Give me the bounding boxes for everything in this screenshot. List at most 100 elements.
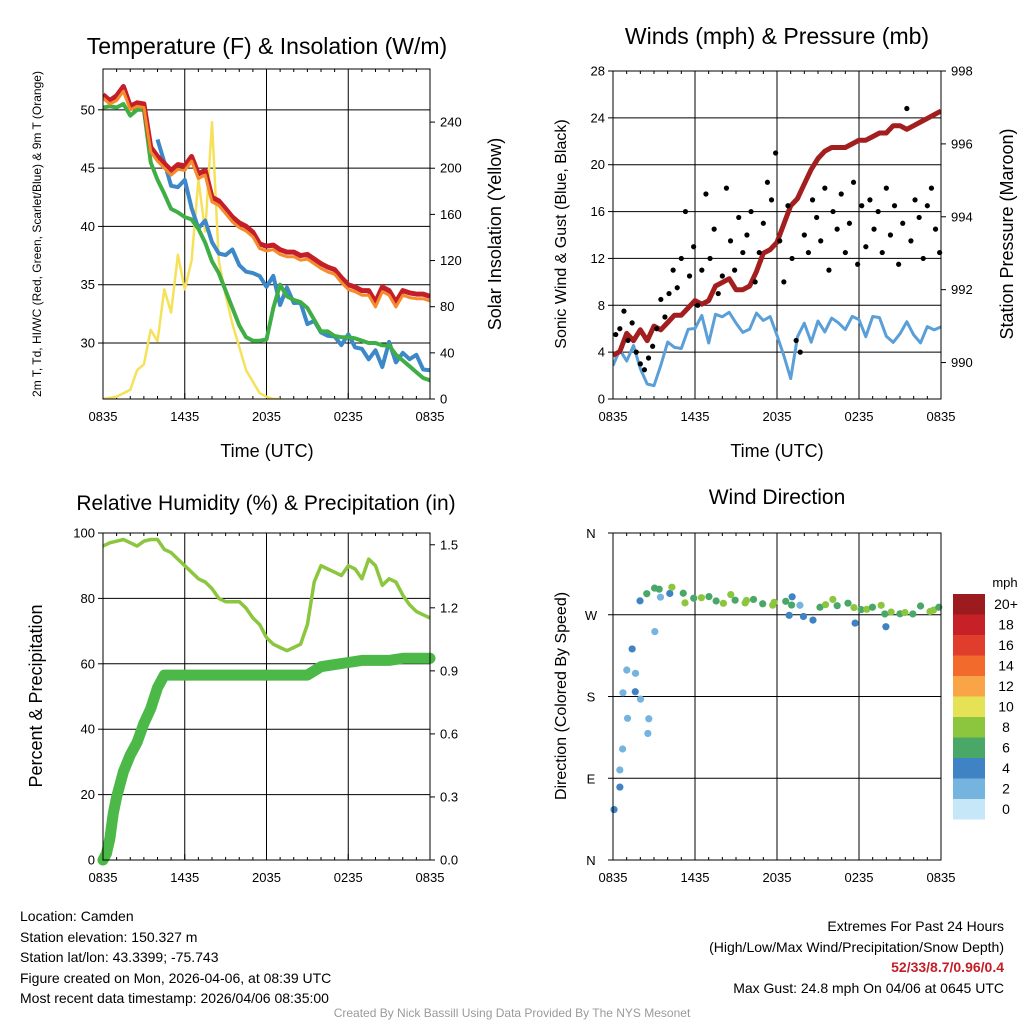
temperature-chart: 0835 1435 2035 0235 0835 30 35 40 45 50 0 40 80 120 16…: [30, 33, 505, 461]
x-tick-label: 0835: [599, 870, 628, 885]
direction-point: [882, 623, 890, 631]
y-tick-label: 4: [598, 345, 605, 360]
direction-point: [788, 601, 796, 609]
legend-label: 16: [998, 637, 1014, 653]
gust-point: [727, 238, 734, 244]
gust-point: [715, 290, 721, 297]
legend-label: 0: [1002, 801, 1010, 817]
legend-label: 6: [1002, 740, 1010, 756]
gust-point: [867, 197, 873, 203]
gust-point: [621, 308, 627, 314]
winds-chart: 0835 1435 2035 0235 0835 0 4 8 12 16 20 24 28 990 992 9…: [553, 23, 1017, 461]
gust-point: [637, 361, 643, 367]
y-axis-label: Direction (Colored By Speed): [553, 592, 570, 800]
y2-tick-label: 0.0: [440, 853, 458, 868]
extremes-heading: Extremes For Past 24 Hours: [827, 918, 1004, 934]
gust-point: [920, 255, 926, 262]
direction-point: [868, 603, 877, 611]
gust-point: [793, 337, 799, 344]
y2-tick-label: 998: [951, 64, 973, 79]
x-axis-label: Time (UTC): [730, 441, 823, 461]
direction-point: [829, 595, 837, 604]
x-tick-label: 0235: [334, 409, 363, 424]
legend-title: mph: [992, 575, 1017, 590]
chart-title: Relative Humidity (%) & Precipitation (i…: [76, 492, 455, 515]
station-location: Location: Camden: [20, 908, 134, 924]
direction-point: [727, 590, 735, 599]
direction-point: [887, 608, 895, 616]
credit-line: Created By Nick Bassill Using Data Provi…: [333, 1006, 691, 1020]
direction-point: [705, 593, 713, 601]
temperature-9m-line: [103, 89, 430, 309]
y-tick-label: W: [585, 608, 598, 623]
legend-swatch: [953, 614, 985, 635]
direction-point: [833, 602, 841, 610]
gust-point: [879, 249, 885, 256]
extremes-subheading: (High/Low/Max Wind/Precipitation/Snow De…: [709, 938, 1004, 955]
direction-point: [631, 669, 640, 677]
direction-point: [844, 599, 852, 607]
direction-point: [901, 608, 909, 617]
gust-point: [834, 226, 840, 232]
gust-point: [830, 208, 836, 215]
legend-swatch: [953, 635, 985, 656]
direction-point: [816, 603, 824, 611]
direction-point: [785, 611, 793, 619]
direction-point: [645, 715, 653, 723]
direction-point: [909, 610, 917, 618]
x-tick-label: 0835: [416, 409, 445, 424]
gust-point: [768, 197, 775, 203]
gust-point: [924, 203, 930, 209]
direction-point: [644, 729, 652, 738]
y-tick-label: 80: [81, 591, 95, 606]
humidity-line: [102, 537, 431, 653]
legend-label: 14: [998, 658, 1014, 674]
gust-point: [711, 226, 717, 232]
direction-point: [697, 594, 706, 602]
pressure-line: [613, 108, 941, 358]
legend-label: 10: [998, 699, 1014, 715]
wind-direction-chart: 0835 1435 2035 0235 0835 N E S W N Wind Direction D…: [553, 486, 1018, 885]
direction-point: [679, 589, 687, 597]
x-tick-label: 1435: [681, 870, 710, 885]
gust-point: [686, 273, 693, 279]
gust-point: [670, 267, 676, 273]
humidity-chart: 0835 1435 2035 0235 0835 0 20 40 60 80 100 0.0 0.3 0.…: [26, 492, 458, 885]
temperature-2m-line: [103, 84, 430, 305]
y2-tick-label: 80: [440, 299, 454, 314]
gust-point: [928, 185, 935, 191]
gust-point: [801, 232, 807, 238]
gust-point: [732, 267, 738, 273]
gust-point: [916, 214, 922, 221]
gust-point: [822, 185, 828, 191]
y-tick-label: 35: [81, 277, 95, 292]
gust-point: [826, 267, 832, 273]
gust-point: [887, 232, 894, 238]
y-tick-label: 45: [81, 161, 95, 176]
direction-point: [782, 597, 790, 605]
direction-point: [643, 590, 651, 598]
gust-point: [629, 320, 635, 326]
direction-point: [719, 599, 727, 607]
direction-point: [863, 605, 871, 613]
gust-point: [838, 191, 844, 197]
station-elevation: Station elevation: 150.327 m: [20, 928, 198, 945]
direction-point: [851, 619, 859, 627]
legend-swatch: [953, 696, 985, 717]
precipitation-line: [97, 652, 436, 866]
y-tick-label: 60: [81, 656, 95, 671]
direction-point: [655, 585, 663, 593]
x-tick-label: 0835: [927, 870, 956, 885]
y-tick-label: N: [586, 526, 595, 541]
gust-point: [740, 249, 746, 256]
y2-tick-label: 0.3: [440, 789, 458, 804]
x-tick-label: 0835: [89, 870, 118, 885]
y2-tick-label: 120: [440, 253, 462, 268]
direction-point: [821, 601, 830, 609]
gust-point: [736, 214, 742, 221]
plot-border: [102, 68, 431, 400]
legend-label: 2: [1002, 781, 1010, 797]
y-tick-label: 28: [591, 64, 605, 79]
direction-point: [623, 714, 632, 722]
gust-point: [666, 290, 672, 297]
